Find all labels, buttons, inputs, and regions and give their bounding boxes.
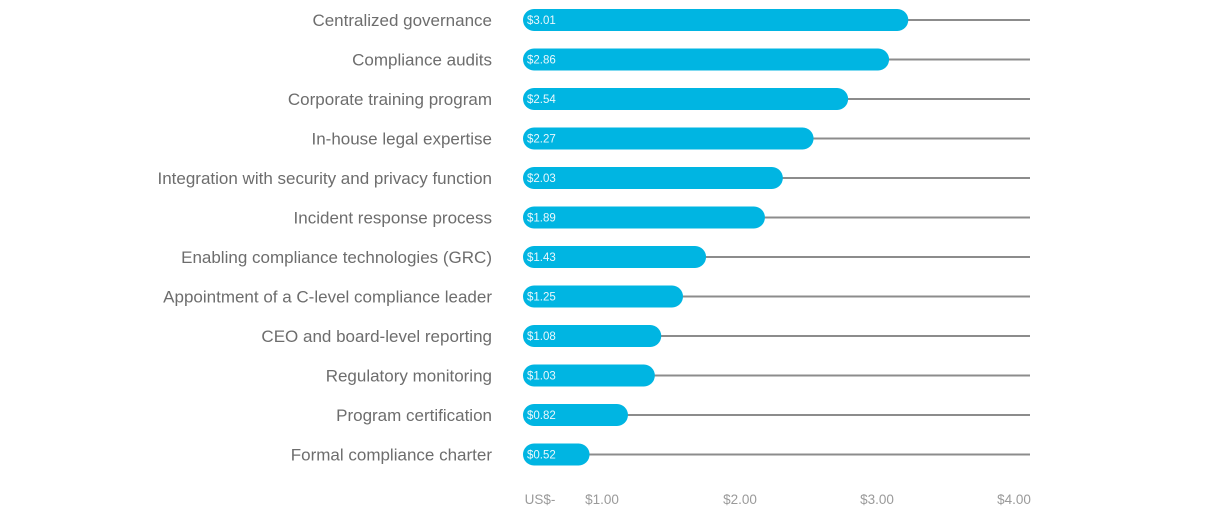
bar xyxy=(523,206,765,229)
bar xyxy=(523,404,628,426)
data-label: $1.43 xyxy=(527,252,556,264)
bar xyxy=(523,364,655,387)
data-label: $2.86 xyxy=(527,55,556,67)
data-label: $1.89 xyxy=(527,213,556,225)
category-label: Integration with security and privacy fu… xyxy=(157,169,492,188)
category-label: CEO and board-level reporting xyxy=(261,327,492,346)
bar xyxy=(523,443,590,466)
bar xyxy=(523,167,783,189)
category-label: Incident response process xyxy=(294,209,492,228)
category-label: Enabling compliance technologies (GRC) xyxy=(181,248,492,267)
x-tick-label: $4.00 xyxy=(997,492,1031,507)
data-label: $1.03 xyxy=(527,371,556,383)
x-tick-label: $2.00 xyxy=(723,492,757,507)
category-label: Appointment of a C-level compliance lead… xyxy=(163,288,492,307)
data-label: $0.52 xyxy=(527,450,556,462)
category-label: Compliance audits xyxy=(352,51,492,70)
data-label: $0.82 xyxy=(527,410,556,422)
data-label: $2.54 xyxy=(527,94,556,106)
category-label: Program certification xyxy=(336,406,492,425)
data-label: $1.08 xyxy=(527,331,556,343)
category-label: In-house legal expertise xyxy=(311,130,492,149)
bar xyxy=(523,127,814,150)
x-tick-label: US$- xyxy=(525,492,556,507)
category-label: Regulatory monitoring xyxy=(326,367,492,386)
category-label: Formal compliance charter xyxy=(291,446,493,465)
data-label: $2.27 xyxy=(527,134,556,146)
bar xyxy=(523,9,909,31)
bar xyxy=(523,88,849,110)
data-label: $3.01 xyxy=(527,15,556,27)
data-label: $1.25 xyxy=(527,292,556,304)
x-tick-label: $3.00 xyxy=(860,492,894,507)
bar xyxy=(523,48,890,71)
bar xyxy=(523,285,683,308)
bar xyxy=(523,325,662,347)
category-label: Centralized governance xyxy=(312,11,492,30)
data-label: $2.03 xyxy=(527,173,556,185)
bar xyxy=(523,246,707,268)
x-tick-label: $1.00 xyxy=(585,492,619,507)
category-label: Corporate training program xyxy=(288,90,492,109)
